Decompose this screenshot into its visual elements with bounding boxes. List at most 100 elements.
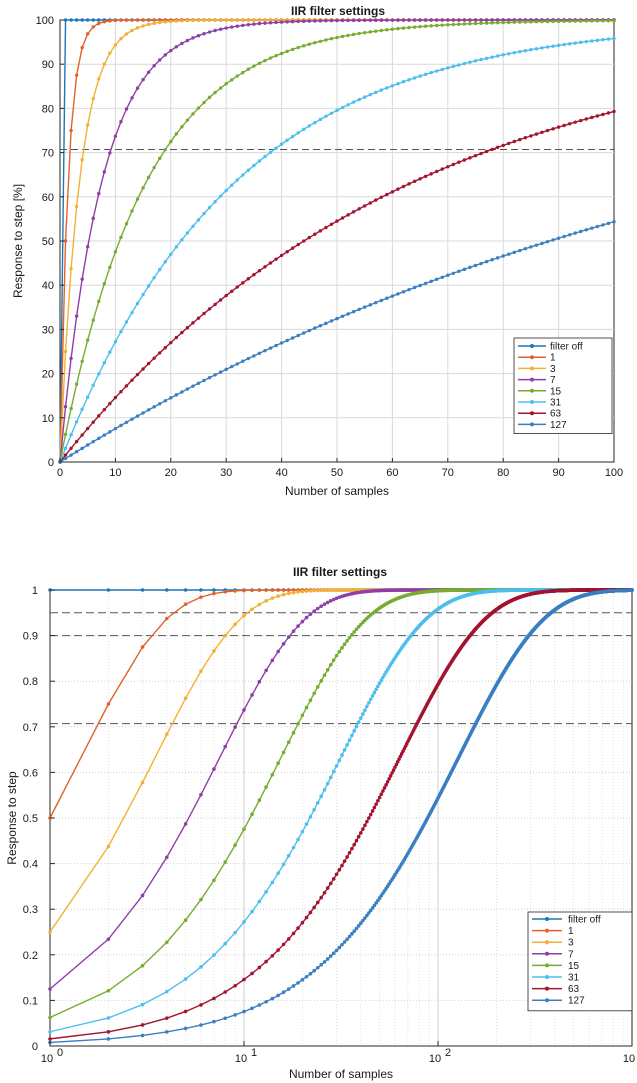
chart-1-data-point xyxy=(102,62,107,66)
chart-1-data-point xyxy=(490,18,494,22)
chart-1-data-point xyxy=(412,285,417,290)
chart-1-data-point xyxy=(290,47,295,52)
chart-1-data-point xyxy=(263,154,267,159)
chart-1-ytick-label: 100 xyxy=(36,15,54,27)
chart-1-data-point xyxy=(263,21,267,25)
chart-2-data-point xyxy=(165,588,169,592)
chart-1-data-point xyxy=(252,163,256,168)
chart-1-xtick-label: 30 xyxy=(220,467,232,479)
chart-1-data-point xyxy=(540,19,544,24)
chart-2-data-point xyxy=(212,878,216,883)
chart-1-ytick-label: 10 xyxy=(42,413,54,425)
chart-2-data-point xyxy=(322,602,327,606)
chart-1-data-point xyxy=(412,25,417,29)
chart-1-xtick-label: 10 xyxy=(109,467,121,479)
chart-1-data-point xyxy=(584,39,588,44)
chart-1-xtick-label: 50 xyxy=(331,467,343,479)
chart-1-data-point xyxy=(313,232,317,236)
chart-1-data-point xyxy=(346,312,350,316)
chart-1-data-point xyxy=(246,168,251,172)
chart-1-data-point xyxy=(218,27,223,31)
chart-1-data-point xyxy=(74,73,79,77)
chart-1-data-point xyxy=(435,18,439,22)
chart-1-data-point xyxy=(584,19,588,23)
chart-1-data-point xyxy=(307,42,311,46)
chart-1-data-point xyxy=(457,18,461,22)
chart-1-legend-marker xyxy=(530,377,534,382)
chart-1-data-point xyxy=(224,188,228,193)
chart-1-data-point xyxy=(379,195,384,200)
chart-1-data-point xyxy=(113,395,118,400)
chart-2-data-point xyxy=(223,589,227,594)
chart-2-data-point xyxy=(165,616,169,621)
chart-1-data-point xyxy=(595,38,600,43)
chart-1-data-point xyxy=(407,78,411,82)
chart-1-data-point xyxy=(169,340,173,345)
chart-1-xtick-label: 100 xyxy=(605,467,623,479)
chart-1-data-point xyxy=(318,324,323,328)
chart-1-data-point xyxy=(451,18,456,22)
chart-2-data-point xyxy=(281,750,286,755)
chart-1-data-point xyxy=(296,131,300,135)
chart-1-data-point xyxy=(230,25,234,29)
chart-2-data-point xyxy=(257,588,262,592)
chart-1-data-point xyxy=(340,34,345,39)
chart-1-data-point xyxy=(91,420,95,424)
chart-1-data-point xyxy=(152,165,156,170)
chart-1-data-point xyxy=(285,20,289,24)
chart-1-data-point xyxy=(401,26,406,30)
chart-1-data-point xyxy=(318,19,323,23)
chart-1-data-point xyxy=(385,18,389,22)
chart-2-data-point xyxy=(233,725,237,729)
chart-1-data-point xyxy=(473,263,478,268)
chart-1-data-point xyxy=(490,258,494,262)
chart-1-data-point xyxy=(74,382,79,386)
chart-1-data-point xyxy=(80,277,84,281)
chart-2-data-point xyxy=(140,588,145,592)
chart-1-data-point xyxy=(130,417,134,421)
chart-1-data-point xyxy=(135,414,140,418)
chart-1-data-point xyxy=(207,375,212,380)
chart-1-data-point xyxy=(357,31,361,36)
chart-1-data-point xyxy=(119,423,123,428)
chart-1-data-point xyxy=(484,149,489,154)
chart-1-data-point xyxy=(91,25,95,29)
chart-1-data-point xyxy=(274,146,278,150)
chart-1-data-point xyxy=(440,67,444,72)
chart-1-data-point xyxy=(86,32,90,36)
chart-1-data-point xyxy=(241,23,245,28)
chart-1-legend-label: 63 xyxy=(550,409,562,420)
chart-1-data-point xyxy=(423,18,428,22)
chart-1-data-point xyxy=(363,305,367,309)
chart-1-data-point xyxy=(451,22,456,27)
chart-1-data-point xyxy=(484,21,489,25)
chart-1-data-point xyxy=(169,19,173,24)
chart-1-data-point xyxy=(363,18,367,22)
chart-2-data-point xyxy=(250,588,254,593)
chart-1-data-point xyxy=(351,210,356,214)
chart-1-data-point xyxy=(606,111,611,115)
chart-1-data-point xyxy=(274,257,278,261)
chart-1-data-point xyxy=(324,225,328,230)
chart-1-data-point xyxy=(368,303,372,307)
chart-1-data-point xyxy=(285,250,289,254)
chart-2-data-point xyxy=(286,635,291,639)
chart-1-data-point xyxy=(180,19,184,23)
chart-1-data-point xyxy=(191,18,195,23)
chart-1-data-point xyxy=(401,184,406,189)
chart-1-data-point xyxy=(158,267,162,272)
chart-1-data-point xyxy=(462,18,467,22)
chart-1-data-point xyxy=(468,22,472,26)
chart-1-ytick-label: 0 xyxy=(48,457,54,469)
chart-1-data-point xyxy=(241,359,245,363)
chart-1-data-point xyxy=(158,351,162,355)
chart-1-data-point xyxy=(307,19,311,23)
chart-1-data-point xyxy=(141,186,145,190)
chart-2-data-point xyxy=(340,588,344,592)
chart-1-data-point xyxy=(202,211,206,216)
chart-1-data-point xyxy=(124,18,129,22)
chart-1-data-point xyxy=(534,47,539,51)
chart-1-data-point xyxy=(512,20,516,24)
chart-2-data-point xyxy=(106,844,111,849)
chart-1-data-point xyxy=(246,23,251,27)
